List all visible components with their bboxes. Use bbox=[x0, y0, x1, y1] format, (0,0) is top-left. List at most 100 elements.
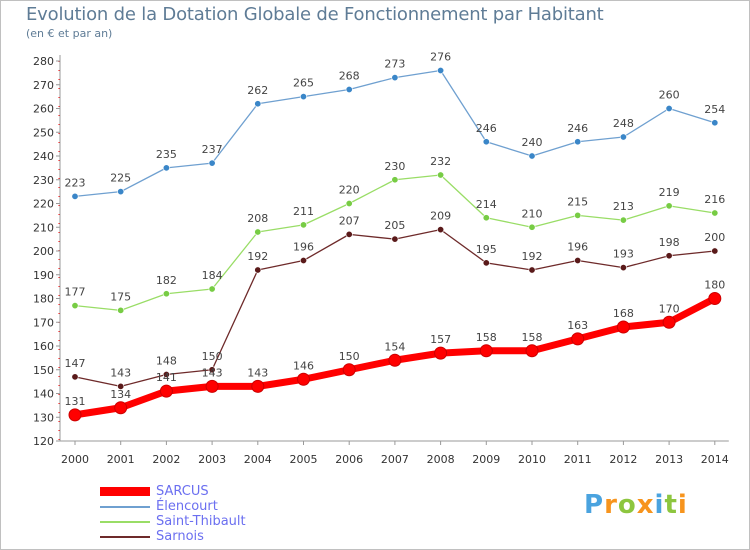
data-label: 192 bbox=[522, 250, 543, 263]
data-label: 200 bbox=[704, 231, 725, 244]
logo-letter: o bbox=[617, 490, 637, 520]
x-tick-label: 2014 bbox=[701, 453, 729, 466]
data-point bbox=[342, 363, 356, 377]
legend-swatch bbox=[100, 521, 150, 523]
data-point bbox=[162, 370, 170, 378]
legend-label: Saint-Thibault bbox=[156, 514, 246, 529]
data-point bbox=[388, 353, 402, 367]
data-point bbox=[574, 211, 582, 219]
data-point bbox=[254, 100, 262, 108]
y-tick-label: 250 bbox=[33, 126, 54, 139]
chart-title: Evolution de la Dotation Globale de Fonc… bbox=[26, 4, 604, 25]
x-tick-label: 2006 bbox=[335, 453, 363, 466]
data-label: 215 bbox=[567, 195, 588, 208]
data-label: 260 bbox=[659, 89, 680, 102]
x-tick-label: 2007 bbox=[381, 453, 409, 466]
data-point bbox=[574, 138, 582, 146]
data-point bbox=[208, 159, 216, 167]
data-label: 209 bbox=[430, 210, 451, 223]
x-tick-label: 2001 bbox=[107, 453, 135, 466]
x-tick-label: 2009 bbox=[472, 453, 500, 466]
data-point bbox=[437, 171, 445, 179]
data-point bbox=[482, 214, 490, 222]
data-label: 150 bbox=[339, 350, 360, 363]
data-label: 210 bbox=[522, 207, 543, 220]
data-label: 131 bbox=[65, 395, 86, 408]
data-point bbox=[665, 202, 673, 210]
data-point bbox=[711, 247, 719, 255]
legend-item: Sarnois bbox=[100, 529, 300, 544]
data-point bbox=[71, 192, 79, 200]
data-point bbox=[345, 200, 353, 208]
data-label: 195 bbox=[476, 243, 497, 256]
legend-label: Élencourt bbox=[156, 499, 218, 514]
data-label: 208 bbox=[247, 212, 268, 225]
data-point bbox=[117, 382, 125, 390]
data-label: 232 bbox=[430, 155, 451, 168]
data-label: 143 bbox=[202, 366, 223, 379]
data-point bbox=[251, 379, 265, 393]
logo-letter: x bbox=[636, 490, 655, 520]
data-point bbox=[574, 256, 582, 264]
data-point bbox=[254, 266, 262, 274]
data-point bbox=[299, 93, 307, 101]
data-label: 276 bbox=[430, 51, 451, 64]
series-line-saint-thibault bbox=[74, 174, 716, 312]
logo-letter: i bbox=[677, 490, 688, 520]
proxiti-logo: Proxiti bbox=[584, 490, 688, 520]
data-label: 268 bbox=[339, 70, 360, 83]
data-point bbox=[205, 379, 219, 393]
data-label: 225 bbox=[110, 172, 131, 185]
data-point bbox=[68, 408, 82, 422]
data-label: 158 bbox=[522, 331, 543, 344]
x-tick-label: 2011 bbox=[564, 453, 592, 466]
data-point bbox=[482, 138, 490, 146]
y-tick-label: 120 bbox=[33, 435, 54, 448]
data-point bbox=[482, 259, 490, 267]
data-label: 198 bbox=[659, 236, 680, 249]
data-label: 143 bbox=[110, 366, 131, 379]
data-point bbox=[208, 285, 216, 293]
data-label: 223 bbox=[65, 176, 86, 189]
data-label: 240 bbox=[522, 136, 543, 149]
data-point bbox=[616, 320, 630, 334]
legend: SARCUS Élencourt Saint-Thibault Sarnois bbox=[100, 484, 300, 544]
data-label: 213 bbox=[613, 200, 634, 213]
y-tick-label: 190 bbox=[33, 269, 54, 282]
logo-letter: P bbox=[584, 490, 605, 520]
data-label: 157 bbox=[430, 333, 451, 346]
data-label: 163 bbox=[567, 319, 588, 332]
logo-letter: t bbox=[664, 490, 678, 520]
data-label: 148 bbox=[156, 355, 177, 368]
data-label: 196 bbox=[567, 241, 588, 254]
y-tick-label: 230 bbox=[33, 174, 54, 187]
y-tick-label: 170 bbox=[33, 316, 54, 329]
data-point bbox=[619, 133, 627, 141]
data-point bbox=[114, 401, 128, 415]
data-label: 147 bbox=[65, 357, 86, 370]
data-label: 134 bbox=[110, 388, 131, 401]
data-point bbox=[297, 372, 310, 386]
data-point bbox=[208, 366, 216, 374]
data-label: 154 bbox=[384, 340, 405, 353]
data-label: 214 bbox=[476, 198, 497, 211]
data-label: 273 bbox=[384, 58, 405, 71]
data-point bbox=[162, 164, 170, 172]
data-point bbox=[71, 302, 79, 310]
data-label: 220 bbox=[339, 184, 360, 197]
y-tick-label: 280 bbox=[33, 55, 54, 68]
logo-letter: i bbox=[654, 490, 665, 520]
data-point bbox=[665, 105, 673, 113]
x-tick-label: 2002 bbox=[152, 453, 180, 466]
y-tick-label: 270 bbox=[33, 79, 54, 92]
legend-label: Sarnois bbox=[156, 529, 204, 544]
data-point bbox=[162, 290, 170, 298]
data-point bbox=[159, 384, 173, 398]
data-label: 182 bbox=[156, 274, 177, 287]
data-label: 168 bbox=[613, 307, 634, 320]
data-point bbox=[71, 373, 79, 381]
data-point bbox=[437, 67, 445, 75]
data-label: 180 bbox=[704, 279, 725, 292]
